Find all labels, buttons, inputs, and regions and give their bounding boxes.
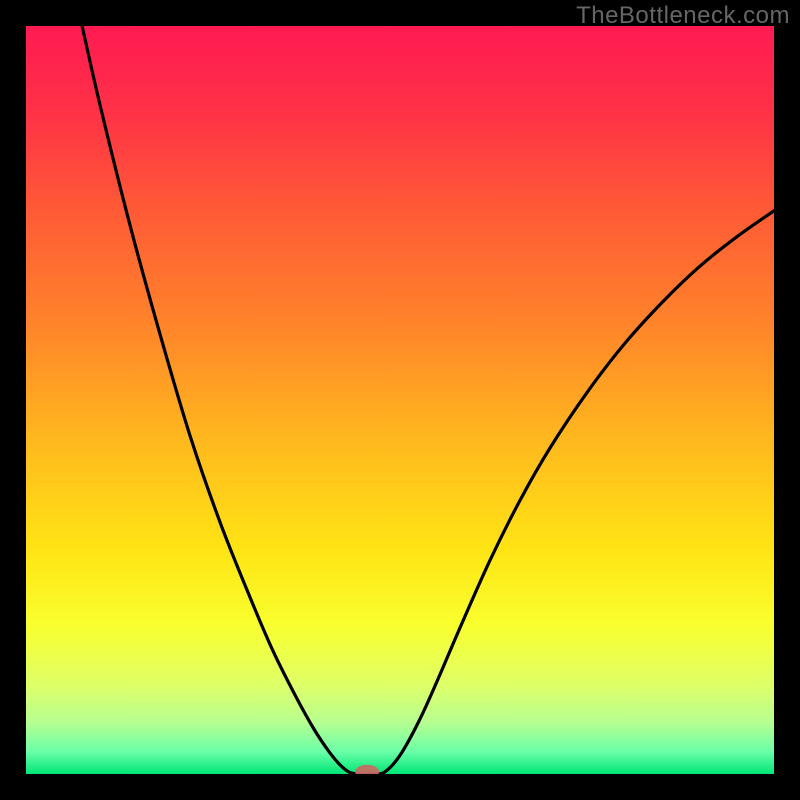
heat-gradient-background	[26, 26, 774, 774]
bottleneck-curve-chart	[0, 0, 800, 800]
watermark-text: TheBottleneck.com	[576, 2, 790, 30]
